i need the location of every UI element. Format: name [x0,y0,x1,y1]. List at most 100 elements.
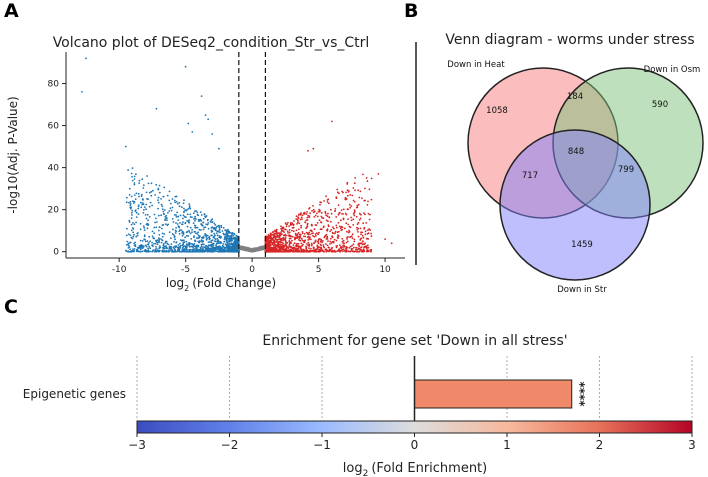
volcano-point-up [308,250,310,253]
volcano-point-down [226,246,229,249]
volcano-point-down [174,201,177,204]
volcano-point-up [347,218,349,221]
volcano-point-up [291,229,293,232]
volcano-point-down [158,234,161,236]
volcano-point-down [231,244,234,247]
volcano-point-down [141,203,144,206]
volcano-point-up [335,216,338,218]
volcano-point-down [135,221,138,224]
volcano-point-down [208,235,211,238]
volcano-point-up [303,233,306,235]
volcano-point-down [176,211,179,214]
volcano-point-down [161,205,164,208]
volcano-point-down [168,250,171,253]
volcano-point-up [345,241,348,244]
volcano-point-down [182,243,185,246]
volcano-point-up [296,221,299,224]
volcano-point-up [306,219,309,221]
volcano-point-down [198,228,201,231]
volcano-point-down [133,242,135,245]
volcano-point-up [292,230,295,233]
volcano-point-up [319,250,321,253]
volcano-point-up [330,229,333,231]
volcano-point-up [349,250,352,253]
volcano-point-down [161,208,164,211]
volcano-point-up [297,242,300,245]
volcano-title: Volcano plot of DESeq2_condition_Str_vs_… [53,35,370,51]
volcano-outlier-point [377,173,380,175]
volcano-point-down [200,245,203,248]
volcano-point-down [220,225,223,227]
volcano-point-down [127,169,129,172]
volcano-point-up [349,206,351,209]
volcano-point-down [175,216,178,218]
volcano-y-tick-label: 0 [53,248,59,258]
volcano-point-down [131,167,134,170]
volcano-point-up [363,226,366,229]
volcano-point-down [161,232,164,235]
volcano-point-down [208,250,211,253]
volcano-point-up [269,237,272,240]
volcano-point-up [330,250,333,253]
volcano-point-up [358,212,361,215]
volcano-point-up [363,212,365,215]
volcano-point-up [328,202,330,205]
volcano-point-up [333,238,336,241]
volcano-point-up [295,244,298,246]
volcano-point-down [210,245,213,248]
volcano-point-up [330,212,333,215]
volcano-point-down [125,234,128,237]
volcano-point-down [170,237,172,240]
volcano-point-down [175,201,178,203]
volcano-point-up [291,239,293,242]
volcano-point-up [304,235,307,238]
volcano-point-up [346,230,348,233]
volcano-point-up [291,226,294,229]
volcano-point-down [139,247,142,250]
volcano-point-up [357,189,360,192]
volcano-point-down [203,213,206,216]
volcano-point-up [297,247,300,250]
volcano-point-up [348,229,350,232]
volcano-point-up [288,240,291,242]
volcano-point-up [361,240,364,243]
volcano-point-up [350,249,353,252]
volcano-point-up [357,221,360,224]
volcano-point-down [137,247,140,250]
volcano-point-down [142,225,145,228]
volcano-point-down [142,199,144,201]
volcano-point-down [198,219,201,222]
volcano-point-down [143,234,146,237]
volcano-point-up [273,242,276,245]
volcano-point-up [330,242,333,244]
volcano-outlier-point [390,242,393,245]
volcano-point-up [320,228,323,231]
volcano-point-down [160,238,162,240]
volcano-point-down [164,241,167,244]
volcano-point-up [326,244,329,247]
volcano-point-up [333,227,335,230]
volcano-point-down [216,230,219,233]
volcano-point-down [171,198,174,200]
volcano-point-up [266,246,269,249]
volcano-point-up [360,248,362,251]
volcano-point-down [172,246,175,249]
volcano-point-down [175,214,178,216]
volcano-point-up [329,248,332,251]
volcano-point-down [175,230,178,233]
volcano-point-down [138,245,141,247]
volcano-y-tick-label: 80 [48,80,60,90]
colorbar-tick-label: −1 [313,438,331,452]
volcano-point-down [235,237,238,239]
volcano-point-down [165,240,168,243]
volcano-point-down [219,237,222,239]
volcano-point-down [144,238,146,241]
volcano-point-down [157,199,159,202]
volcano-point-down [182,214,185,217]
volcano-point-up [282,239,284,242]
volcano-point-down [155,183,158,186]
volcano-point-up [273,234,276,237]
volcano-point-down [165,214,168,217]
venn-region-all: 848 [568,147,584,157]
volcano-outlier-point [191,131,194,133]
